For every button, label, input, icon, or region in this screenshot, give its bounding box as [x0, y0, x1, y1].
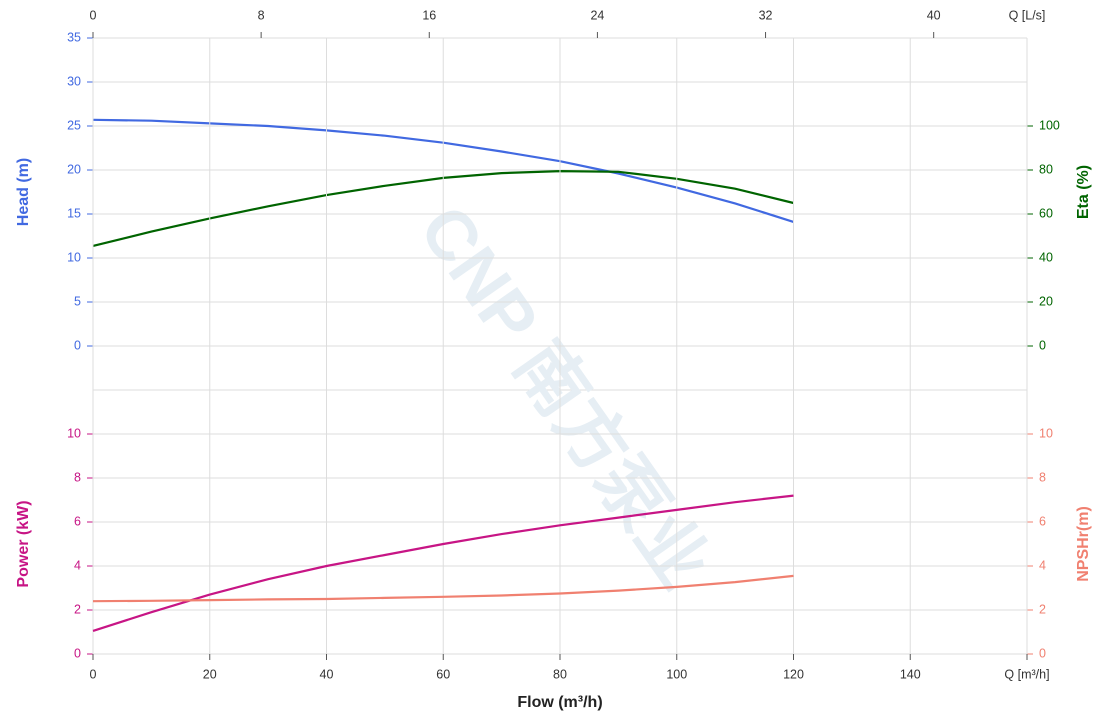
- x-axis-title: Flow (m³/h): [517, 694, 602, 711]
- x2-tick-label: 0: [90, 8, 97, 22]
- y-tick-label: 5: [74, 294, 81, 308]
- y2-tick-label: 10: [1039, 426, 1053, 440]
- y-tick-label: 4: [74, 558, 81, 572]
- y2-tick-label: 0: [1039, 646, 1046, 660]
- y2-tick-label: 2: [1039, 602, 1046, 616]
- y2-tick-label: 8: [1039, 470, 1046, 484]
- y2-tick-label: 60: [1039, 206, 1053, 220]
- x-tick-label: 0: [90, 667, 97, 681]
- y2-tick-label: 6: [1039, 514, 1046, 528]
- y-tick-label: 35: [67, 30, 81, 44]
- series-line: [92, 574, 794, 603]
- x2-tick-label: 32: [759, 8, 773, 22]
- x-tick-label: 140: [900, 667, 921, 681]
- y2-tick-label: 4: [1039, 558, 1046, 572]
- x2-tick-label: 8: [258, 8, 265, 22]
- y2-tick-label: 100: [1039, 118, 1060, 132]
- x2-tick-label: 40: [927, 8, 941, 22]
- x2-tick-label: 16: [422, 8, 436, 22]
- y-tick-label: 0: [74, 338, 81, 352]
- y2-axis-title: NPSHr(m): [1075, 506, 1092, 582]
- y2-tick-label: 20: [1039, 294, 1053, 308]
- x2-tick-label: 24: [590, 8, 604, 22]
- y-axis-title: Head (m): [15, 158, 32, 226]
- y2-tick-label: 80: [1039, 162, 1053, 176]
- y-tick-label: 25: [67, 118, 81, 132]
- y-tick-label: 10: [67, 250, 81, 264]
- y-tick-label: 30: [67, 74, 81, 88]
- x-axis-end-label: Q [m³/h]: [1004, 667, 1049, 681]
- x-tick-label: 20: [203, 667, 217, 681]
- y-tick-label: 15: [67, 206, 81, 220]
- y-tick-label: 0: [74, 646, 81, 660]
- x-tick-label: 60: [436, 667, 450, 681]
- y-tick-label: 8: [74, 470, 81, 484]
- y-tick-label: 10: [67, 426, 81, 440]
- y-tick-label: 6: [74, 514, 81, 528]
- x-tick-label: 100: [666, 667, 687, 681]
- y-axis-title: Power (kW): [15, 500, 32, 587]
- x-tick-label: 40: [320, 667, 334, 681]
- x2-axis-title: Q [L/s]: [1009, 8, 1046, 22]
- y2-tick-label: 40: [1039, 250, 1053, 264]
- y2-tick-label: 0: [1039, 338, 1046, 352]
- x-tick-label: 80: [553, 667, 567, 681]
- series-line: [92, 494, 794, 632]
- y2-axis-title: Eta (%): [1075, 165, 1092, 219]
- y-tick-label: 2: [74, 602, 81, 616]
- y-tick-label: 20: [67, 162, 81, 176]
- x-tick-label: 120: [783, 667, 804, 681]
